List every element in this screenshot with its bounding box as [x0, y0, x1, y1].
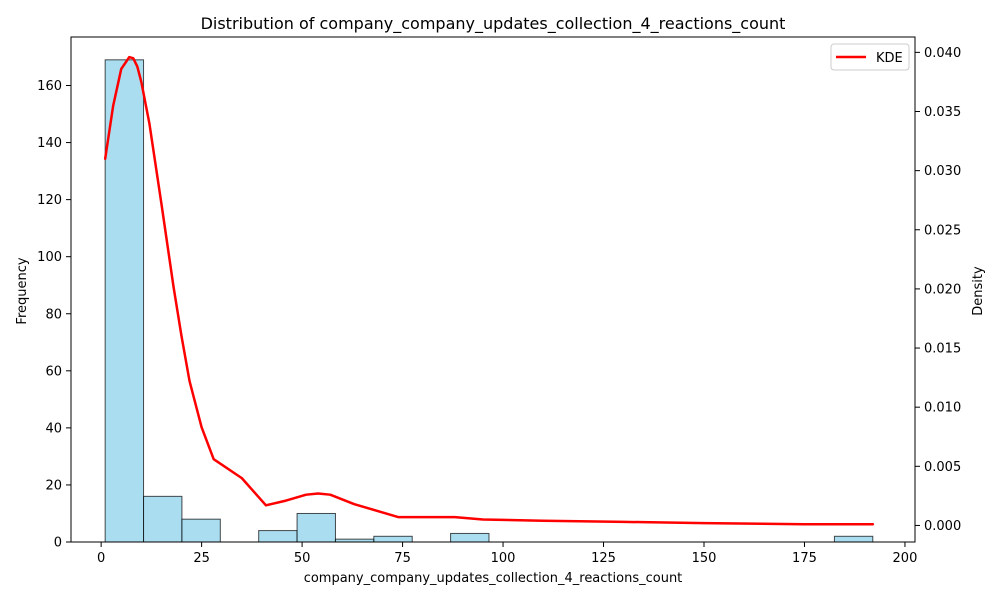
x-axis-label: company_company_updates_collection_4_rea…: [304, 571, 683, 586]
plot-area-frame: [70, 36, 916, 543]
y2-axis-label: Density: [971, 266, 986, 316]
x-tick-label: 150: [692, 551, 717, 566]
y2-tick-label: 0.000: [924, 519, 961, 534]
y-axis-label: Frequency: [15, 257, 30, 324]
kde-curve-layer: [103, 55, 875, 526]
y2-tick-label: 0.025: [924, 223, 961, 238]
y-tick-label: 80: [45, 307, 62, 322]
y-tick-label: 0: [54, 536, 62, 551]
y2-tick-label: 0.015: [924, 342, 961, 357]
x-tick-label: 100: [491, 551, 516, 566]
histogram-bar: [296, 512, 336, 543]
y-tick-label: 60: [45, 364, 62, 379]
histogram-bars: [104, 59, 874, 543]
chart-title: Distribution of company_company_updates_…: [201, 14, 786, 34]
y-tick-label: 100: [37, 250, 62, 265]
x-tick-label: 0: [97, 551, 105, 566]
kde-line: [103, 55, 875, 526]
y2-tick-label: 0.010: [924, 401, 961, 416]
y-tick-label: 20: [45, 478, 62, 493]
y-tick-label: 40: [45, 421, 62, 436]
y2-tick-label: 0.035: [924, 105, 961, 120]
y2-axis-ticks: 0.000 0.005 0.010 0.015 0.020 0.025 0.030 0.035…: [915, 46, 961, 534]
legend: KDE: [830, 43, 910, 71]
y2-tick-label: 0.040: [924, 46, 961, 61]
y2-tick-label: 0.020: [924, 282, 961, 297]
histogram-bar: [258, 530, 298, 543]
x-tick-label: 25: [193, 551, 210, 566]
histogram-bar: [104, 59, 145, 543]
x-axis-ticks: 0 25 50 75 100 125 150 175 200: [97, 542, 917, 566]
legend-box: [830, 43, 910, 71]
histogram-bar: [373, 535, 413, 543]
y2-tick-label: 0.005: [924, 460, 961, 475]
histogram-bar: [143, 495, 183, 543]
histogram-bar: [181, 518, 221, 543]
y-tick-label: 160: [37, 79, 62, 94]
y-tick-label: 120: [37, 193, 62, 208]
y2-tick-label: 0.030: [924, 164, 961, 179]
x-tick-label: 125: [591, 551, 616, 566]
x-tick-label: 200: [893, 551, 918, 566]
y-tick-label: 140: [37, 136, 62, 151]
x-tick-label: 175: [792, 551, 817, 566]
legend-kde-label: KDE: [876, 51, 903, 66]
histogram-bar: [833, 535, 874, 543]
x-tick-label: 75: [394, 551, 411, 566]
histogram-bar: [450, 532, 490, 543]
x-tick-label: 50: [294, 551, 311, 566]
y-axis-ticks: 0 20 40 60 80 100 120 140 160: [37, 79, 71, 551]
